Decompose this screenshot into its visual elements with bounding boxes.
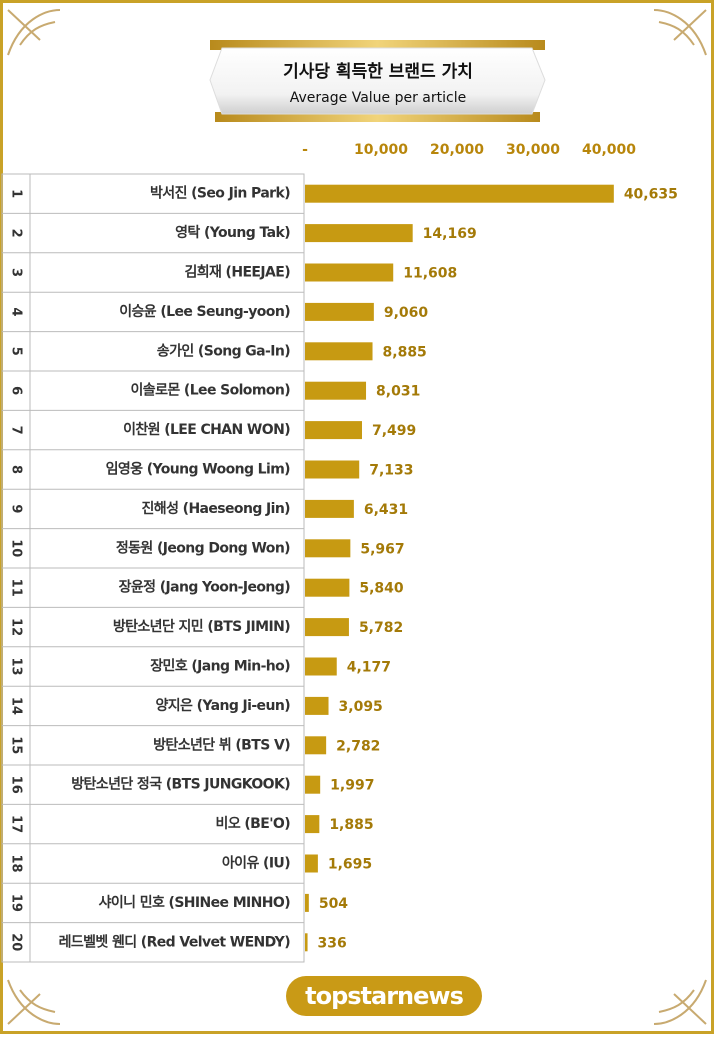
- x-tick-label: 20,000: [430, 142, 484, 158]
- category-label: 임영웅 (Young Woong Lim): [106, 461, 291, 478]
- bar: [305, 224, 413, 243]
- bar: [305, 381, 367, 400]
- rank-label: 8: [9, 465, 24, 474]
- bar: [305, 302, 374, 321]
- category-label: 박서진 (Seo Jin Park): [150, 185, 290, 202]
- category-label: 장윤정 (Jang Yoon-Jeong): [119, 579, 291, 596]
- rank-label: 15: [9, 736, 24, 754]
- value-label: 504: [319, 896, 348, 912]
- value-label: 3,095: [339, 699, 383, 715]
- bar: [305, 736, 327, 755]
- bar: [305, 421, 362, 440]
- category-label: 장민호 (Jang Min-ho): [150, 658, 290, 675]
- rank-label: 9: [8, 504, 23, 513]
- value-label: 8,031: [376, 384, 420, 400]
- bar: [305, 578, 350, 597]
- value-label: 336: [318, 935, 347, 951]
- value-label: 5,782: [359, 620, 403, 636]
- category-label: 양지은 (Yang Ji-eun): [155, 698, 290, 714]
- rank-label: 12: [9, 618, 24, 636]
- footer-logo: [286, 976, 482, 1016]
- category-label: 방탄소년단 뷔 (BTS V): [153, 736, 290, 753]
- value-label: 9,060: [384, 305, 429, 321]
- value-label: 7,133: [369, 463, 413, 479]
- category-label: 이찬원 (LEE CHAN WON): [123, 421, 290, 438]
- bar: [305, 657, 337, 676]
- value-label: 5,967: [360, 541, 404, 557]
- rank-label: 11: [9, 579, 24, 597]
- bar: [305, 539, 351, 558]
- value-label: 7,499: [372, 423, 416, 439]
- x-tick-label: -: [302, 142, 308, 158]
- rank-label: 1: [9, 189, 24, 198]
- value-label: 2,782: [336, 738, 380, 754]
- rank-label: 7: [9, 426, 24, 435]
- category-label: 방탄소년단 정국 (BTS JUNGKOOK): [71, 776, 290, 793]
- rank-label: 18: [9, 854, 24, 872]
- value-label: 1,997: [330, 778, 374, 794]
- category-label: 방탄소년단 지민 (BTS JIMIN): [113, 618, 290, 635]
- category-label: 정동원 (Jeong Dong Won): [116, 539, 290, 556]
- rank-label: 13: [9, 657, 24, 675]
- category-label: 비오 (BE'O): [216, 816, 291, 832]
- bar: [305, 893, 309, 912]
- bar: [305, 184, 614, 203]
- x-tick-label: 10,000: [354, 142, 408, 158]
- category-label: 아이유 (IU): [222, 855, 290, 872]
- bar: [305, 775, 321, 794]
- corner-ornaments: [7, 9, 707, 1025]
- category-label: 이승윤 (Lee Seung-yoon): [119, 303, 290, 320]
- rank-label: 2: [9, 229, 24, 238]
- value-label: 14,169: [423, 226, 477, 242]
- category-label: 샤이니 민호 (SHINee MINHO): [99, 894, 291, 911]
- bar: [305, 263, 394, 282]
- bar: [305, 618, 349, 637]
- x-tick-label: 40,000: [582, 142, 636, 158]
- category-label: 레드벨벳 웬디 (Red Velvet WENDY): [59, 933, 291, 950]
- category-label: 김희재 (HEEJAE): [184, 264, 290, 281]
- rank-label: 3: [9, 268, 24, 277]
- rank-label: 20: [9, 933, 24, 951]
- rank-label: 19: [9, 894, 24, 912]
- rank-label: 4: [9, 307, 24, 316]
- value-label: 8,885: [383, 344, 427, 360]
- value-label: 5,840: [359, 581, 404, 597]
- bar: [305, 696, 329, 715]
- bar: [305, 815, 320, 834]
- chart-subtitle: Average Value per article: [290, 90, 466, 106]
- value-label: 1,695: [328, 857, 372, 873]
- x-tick-label: 30,000: [506, 142, 560, 158]
- rank-label: 6: [9, 386, 24, 395]
- category-label: 송가인 (Song Ga-In): [157, 342, 290, 359]
- rank-label: 14: [9, 697, 24, 715]
- value-label: 1,885: [329, 817, 373, 833]
- bar: [305, 460, 360, 479]
- value-label: 6,431: [364, 502, 408, 518]
- bar: [305, 933, 308, 952]
- value-label: 11,608: [403, 266, 457, 282]
- rank-label: 10: [9, 539, 24, 557]
- footer-logo-text: topstarnews: [305, 982, 463, 1010]
- rank-label: 16: [9, 776, 24, 794]
- category-label: 이솔로몬 (Lee Solomon): [131, 382, 291, 399]
- category-label: 진해성 (Haeseong Jin): [142, 500, 291, 517]
- title-banner: [209, 40, 546, 122]
- rank-label: 17: [9, 815, 24, 833]
- value-label: 4,177: [347, 660, 391, 676]
- chart-title: 기사당 획득한 브랜드 가치: [283, 62, 473, 82]
- value-label: 40,635: [624, 187, 678, 203]
- category-label: 영탁 (Young Tak): [175, 224, 290, 241]
- bar: [305, 854, 318, 873]
- bar: [305, 342, 373, 361]
- rank-label: 5: [9, 347, 24, 356]
- bar: [305, 499, 354, 518]
